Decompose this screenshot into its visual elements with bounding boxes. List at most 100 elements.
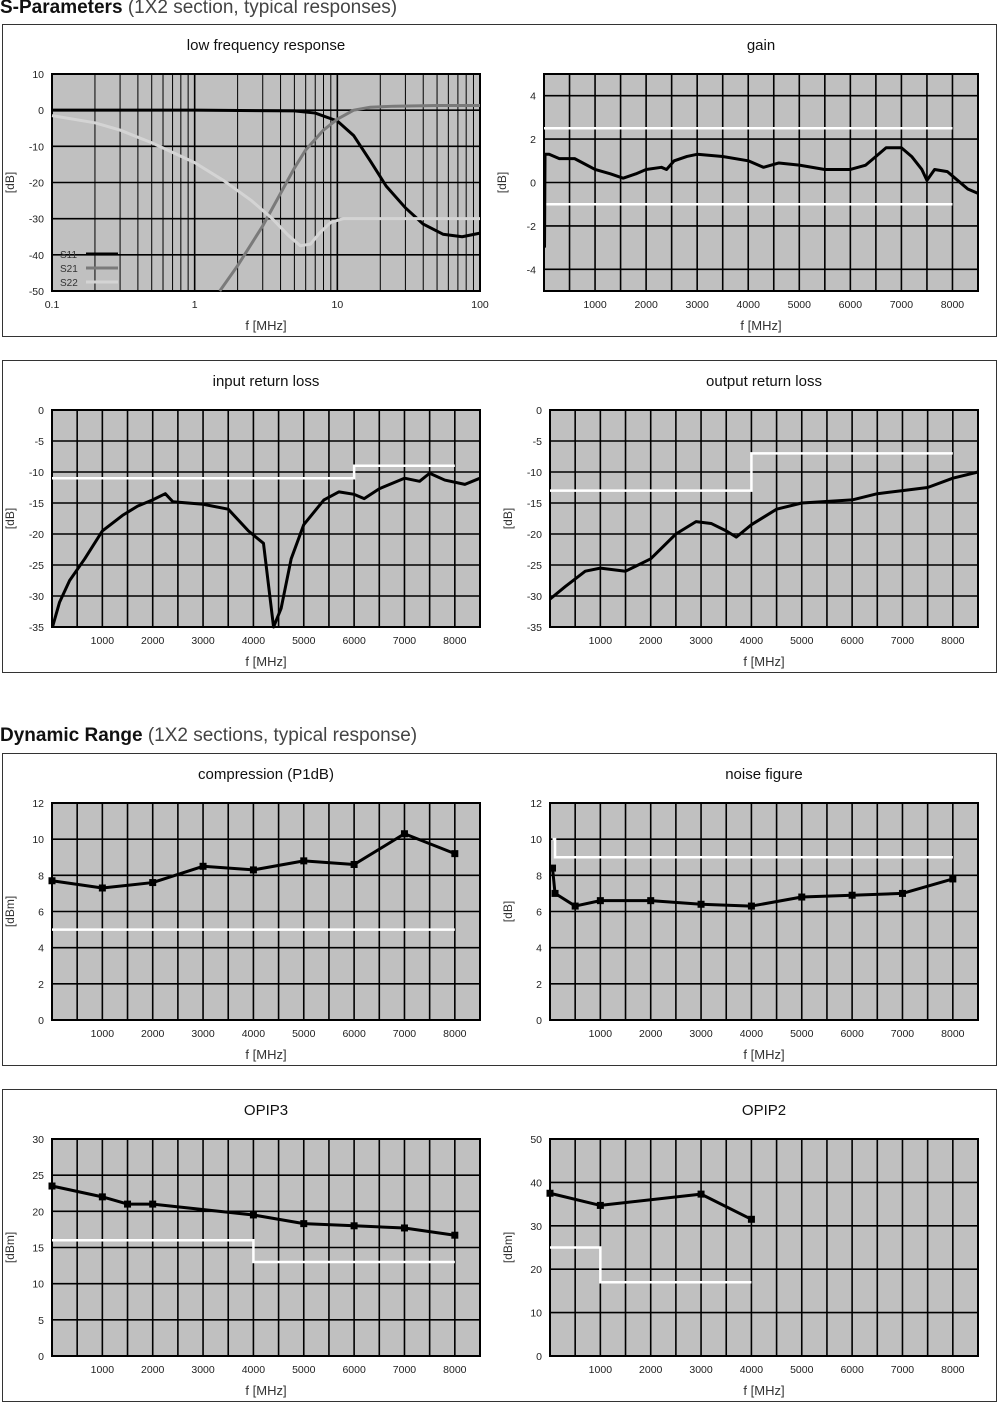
data-point-marker (571, 902, 579, 910)
x-tick-label: 6000 (840, 635, 864, 647)
y-tick-label: 4 (530, 91, 536, 103)
x-tick-label: 5000 (292, 635, 316, 647)
section-title-bold: S-Parameters (0, 0, 123, 18)
data-point-marker (350, 860, 358, 868)
y-tick-label: 10 (32, 69, 44, 81)
y-tick-label: -20 (29, 529, 44, 541)
data-point-marker (747, 902, 755, 910)
data-point-marker (898, 889, 906, 897)
y-tick-label: 40 (530, 1177, 542, 1189)
y-tick-label: 20 (32, 1206, 44, 1218)
x-tick-label: 2000 (639, 1028, 663, 1040)
series-line (543, 146, 979, 248)
plot-area (52, 410, 480, 627)
y-tick-label: -10 (29, 141, 44, 153)
y-axis-label: [dB] (3, 508, 17, 529)
y-axis-label: [dBm] (3, 1232, 17, 1263)
y-tick-label: 50 (530, 1134, 542, 1146)
x-tick-label: 2000 (639, 635, 663, 647)
plot-border (51, 802, 481, 1021)
x-tick-label: 7000 (891, 1028, 915, 1040)
x-tick-label: 2000 (141, 1028, 165, 1040)
data-point-marker (124, 1200, 132, 1208)
y-tick-label: 4 (536, 943, 542, 955)
x-tick-label: 10 (331, 299, 343, 311)
y-tick-label: -35 (527, 622, 542, 634)
y-tick-label: -20 (527, 529, 542, 541)
series-line-s21 (218, 103, 480, 292)
panel-dynamic-range-1 (2, 753, 997, 1066)
section-title-note: (1X2 sections, typical response) (147, 725, 418, 746)
x-tick-label: 6000 (840, 1028, 864, 1040)
data-point-marker (747, 1215, 755, 1223)
y-tick-label: 0 (38, 1015, 44, 1027)
x-tick-label: 5000 (788, 299, 812, 311)
x-tick-label: 5000 (790, 1364, 814, 1376)
data-point-marker (596, 1201, 604, 1209)
chart-opip3: 1000 2000 3000 4000 5000 6000 7000 8000 0 5 10 15 20… (3, 1102, 481, 1398)
data-point-marker (848, 891, 856, 899)
limit-line (550, 1246, 752, 1284)
x-tick-label: 1000 (589, 1364, 613, 1376)
series-line-s11 (52, 108, 481, 239)
y-tick-label: 4 (38, 943, 44, 955)
y-tick-label: -5 (35, 436, 44, 448)
y-tick-label: -50 (29, 286, 44, 298)
data-point-marker (98, 1193, 106, 1201)
y-tick-label: 0 (536, 1015, 542, 1027)
y-axis-label: [dB] (495, 172, 509, 193)
data-point-marker (451, 1231, 459, 1239)
x-tick-label: 6000 (342, 1364, 366, 1376)
y-tick-label: 0 (38, 105, 44, 117)
series-line (549, 470, 979, 601)
y-tick-label: 2 (536, 979, 542, 991)
x-tick-label: 4000 (740, 1364, 764, 1376)
y-tick-label: 8 (536, 870, 542, 882)
panel-s-parameters-1 (2, 24, 997, 337)
y-tick-label: 6 (38, 907, 44, 919)
limit-line (552, 837, 953, 859)
x-axis-label: f [MHz] (743, 1047, 784, 1062)
y-tick-label: 0 (38, 1351, 44, 1363)
x-tick-label: 7000 (393, 1028, 417, 1040)
data-point-marker (199, 862, 207, 870)
data-point-marker (350, 1222, 358, 1230)
x-tick-label: 6000 (342, 635, 366, 647)
x-tick-label: 2000 (639, 1364, 663, 1376)
chart-title: input return loss (213, 373, 320, 390)
x-tick-label: 2000 (141, 1364, 165, 1376)
plot-border (549, 409, 979, 628)
chart-title: OPIP2 (742, 1102, 786, 1119)
data-point-marker (451, 850, 459, 858)
data-point-marker (300, 1220, 308, 1228)
x-tick-label: 6000 (839, 299, 863, 311)
x-axis-label: f [MHz] (245, 1047, 286, 1062)
data-point-marker (249, 1211, 257, 1219)
y-tick-label: 12 (32, 798, 44, 810)
y-tick-label: 0 (38, 405, 44, 417)
limit-line (550, 452, 953, 492)
data-point-marker (249, 866, 257, 874)
y-tick-label: 5 (38, 1315, 44, 1327)
y-tick-label: -15 (29, 498, 44, 510)
data-point-marker (697, 900, 705, 908)
y-tick-label: 15 (32, 1243, 44, 1255)
y-axis-label: [dB] (501, 508, 515, 529)
data-point-marker (149, 879, 157, 887)
plot-border (51, 73, 481, 292)
chart-title: compression (P1dB) (198, 766, 334, 783)
section-title-s-parameters: S-Parameters (1X2 section, typical respo… (0, 0, 397, 19)
y-tick-label: 30 (530, 1221, 542, 1233)
y-tick-label: 6 (536, 907, 542, 919)
x-tick-label: 3000 (191, 1364, 215, 1376)
x-tick-label: 7000 (393, 1364, 417, 1376)
x-axis-label: f [MHz] (743, 1383, 784, 1398)
chart-input-return-loss: 1000 2000 3000 4000 5000 6000 7000 8000 -35 -30 -2… (3, 373, 481, 669)
section-title-dynamic-range: Dynamic Range (1X2 sections, typical res… (0, 725, 417, 747)
x-tick-label: 3000 (685, 299, 709, 311)
x-tick-label: 8000 (443, 1028, 467, 1040)
x-tick-label: 1000 (589, 635, 613, 647)
chart-title: output return loss (706, 373, 822, 390)
